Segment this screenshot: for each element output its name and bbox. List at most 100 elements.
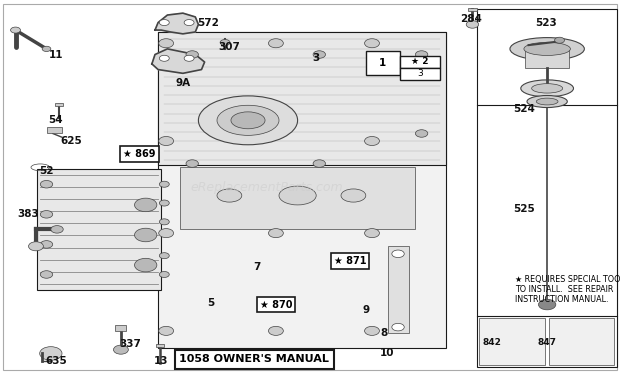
Bar — [400, 56, 440, 68]
Ellipse shape — [532, 84, 563, 93]
Text: 7: 7 — [254, 262, 261, 272]
Circle shape — [555, 37, 565, 43]
Bar — [366, 51, 400, 75]
Text: 11: 11 — [48, 50, 63, 59]
Bar — [115, 325, 126, 331]
Circle shape — [159, 219, 169, 225]
Bar — [388, 246, 409, 333]
Circle shape — [365, 136, 379, 146]
Circle shape — [415, 130, 428, 137]
Circle shape — [113, 345, 128, 354]
Bar — [46, 127, 62, 133]
Text: 1: 1 — [379, 58, 386, 68]
Polygon shape — [152, 49, 205, 73]
Bar — [158, 32, 446, 165]
Circle shape — [392, 323, 404, 331]
Circle shape — [415, 51, 428, 58]
Text: 8: 8 — [381, 328, 388, 338]
Circle shape — [135, 228, 157, 242]
Circle shape — [186, 160, 198, 167]
Circle shape — [268, 39, 283, 48]
Text: ★ REQUIRES SPECIAL TOOLS
TO INSTALL.  SEE REPAIR
INSTRUCTION MANUAL.: ★ REQUIRES SPECIAL TOOLS TO INSTALL. SEE… — [515, 274, 620, 305]
Circle shape — [466, 21, 479, 28]
Circle shape — [40, 347, 62, 360]
Circle shape — [42, 46, 51, 52]
Text: 3: 3 — [312, 53, 320, 63]
Bar — [156, 344, 164, 347]
Ellipse shape — [341, 189, 366, 202]
Ellipse shape — [524, 42, 570, 55]
Text: 842: 842 — [482, 338, 501, 347]
Bar — [549, 318, 614, 365]
Ellipse shape — [217, 105, 279, 135]
Circle shape — [365, 326, 379, 335]
Ellipse shape — [198, 96, 298, 145]
Text: 635: 635 — [45, 356, 67, 366]
Circle shape — [159, 20, 169, 26]
Circle shape — [40, 211, 53, 218]
Circle shape — [40, 271, 53, 278]
Circle shape — [159, 136, 174, 146]
Ellipse shape — [527, 96, 567, 108]
Circle shape — [539, 299, 556, 310]
Ellipse shape — [217, 189, 242, 202]
Text: 9: 9 — [362, 305, 370, 315]
Text: 3: 3 — [417, 69, 423, 78]
Text: 625: 625 — [60, 136, 82, 146]
Circle shape — [51, 226, 63, 233]
Bar — [477, 9, 617, 367]
Circle shape — [313, 51, 326, 58]
Circle shape — [135, 258, 157, 272]
Circle shape — [11, 27, 20, 33]
Circle shape — [220, 39, 230, 45]
Ellipse shape — [536, 98, 558, 105]
Circle shape — [159, 271, 169, 277]
Circle shape — [159, 181, 169, 187]
Text: 847: 847 — [538, 338, 556, 347]
Text: 10: 10 — [380, 349, 395, 358]
Text: ★ 871: ★ 871 — [334, 256, 366, 266]
Circle shape — [135, 198, 157, 212]
Circle shape — [40, 180, 53, 188]
Text: ★ 870: ★ 870 — [260, 300, 292, 309]
Text: ★ 2: ★ 2 — [411, 57, 428, 66]
Circle shape — [40, 241, 53, 248]
Text: 52: 52 — [39, 166, 54, 176]
Circle shape — [159, 253, 169, 259]
Ellipse shape — [279, 186, 316, 205]
Circle shape — [365, 229, 379, 238]
Bar — [37, 169, 161, 290]
Text: 524: 524 — [513, 104, 535, 114]
Text: 572: 572 — [197, 18, 219, 27]
Circle shape — [159, 55, 169, 61]
Text: 284: 284 — [460, 14, 482, 24]
Circle shape — [268, 326, 283, 335]
Text: 525: 525 — [513, 204, 535, 214]
Circle shape — [159, 39, 174, 48]
Circle shape — [184, 55, 194, 61]
Text: 337: 337 — [119, 339, 141, 349]
Text: 307: 307 — [218, 42, 241, 52]
Circle shape — [29, 242, 43, 251]
Text: 523: 523 — [534, 18, 557, 27]
Circle shape — [268, 229, 283, 238]
Ellipse shape — [231, 112, 265, 129]
Circle shape — [392, 250, 404, 258]
Text: 5: 5 — [207, 298, 215, 308]
Bar — [468, 8, 477, 11]
Polygon shape — [155, 13, 198, 34]
Circle shape — [186, 51, 198, 58]
Bar — [55, 103, 63, 106]
Bar — [400, 68, 440, 80]
Circle shape — [184, 20, 194, 26]
Text: 9A: 9A — [175, 78, 190, 88]
Text: 383: 383 — [17, 209, 39, 219]
Bar — [180, 167, 415, 229]
Circle shape — [313, 160, 326, 167]
Ellipse shape — [521, 80, 574, 97]
Circle shape — [365, 39, 379, 48]
Text: 54: 54 — [48, 115, 63, 125]
Circle shape — [159, 229, 174, 238]
Ellipse shape — [510, 38, 585, 60]
Text: eReplacementParts.com: eReplacementParts.com — [190, 182, 343, 194]
